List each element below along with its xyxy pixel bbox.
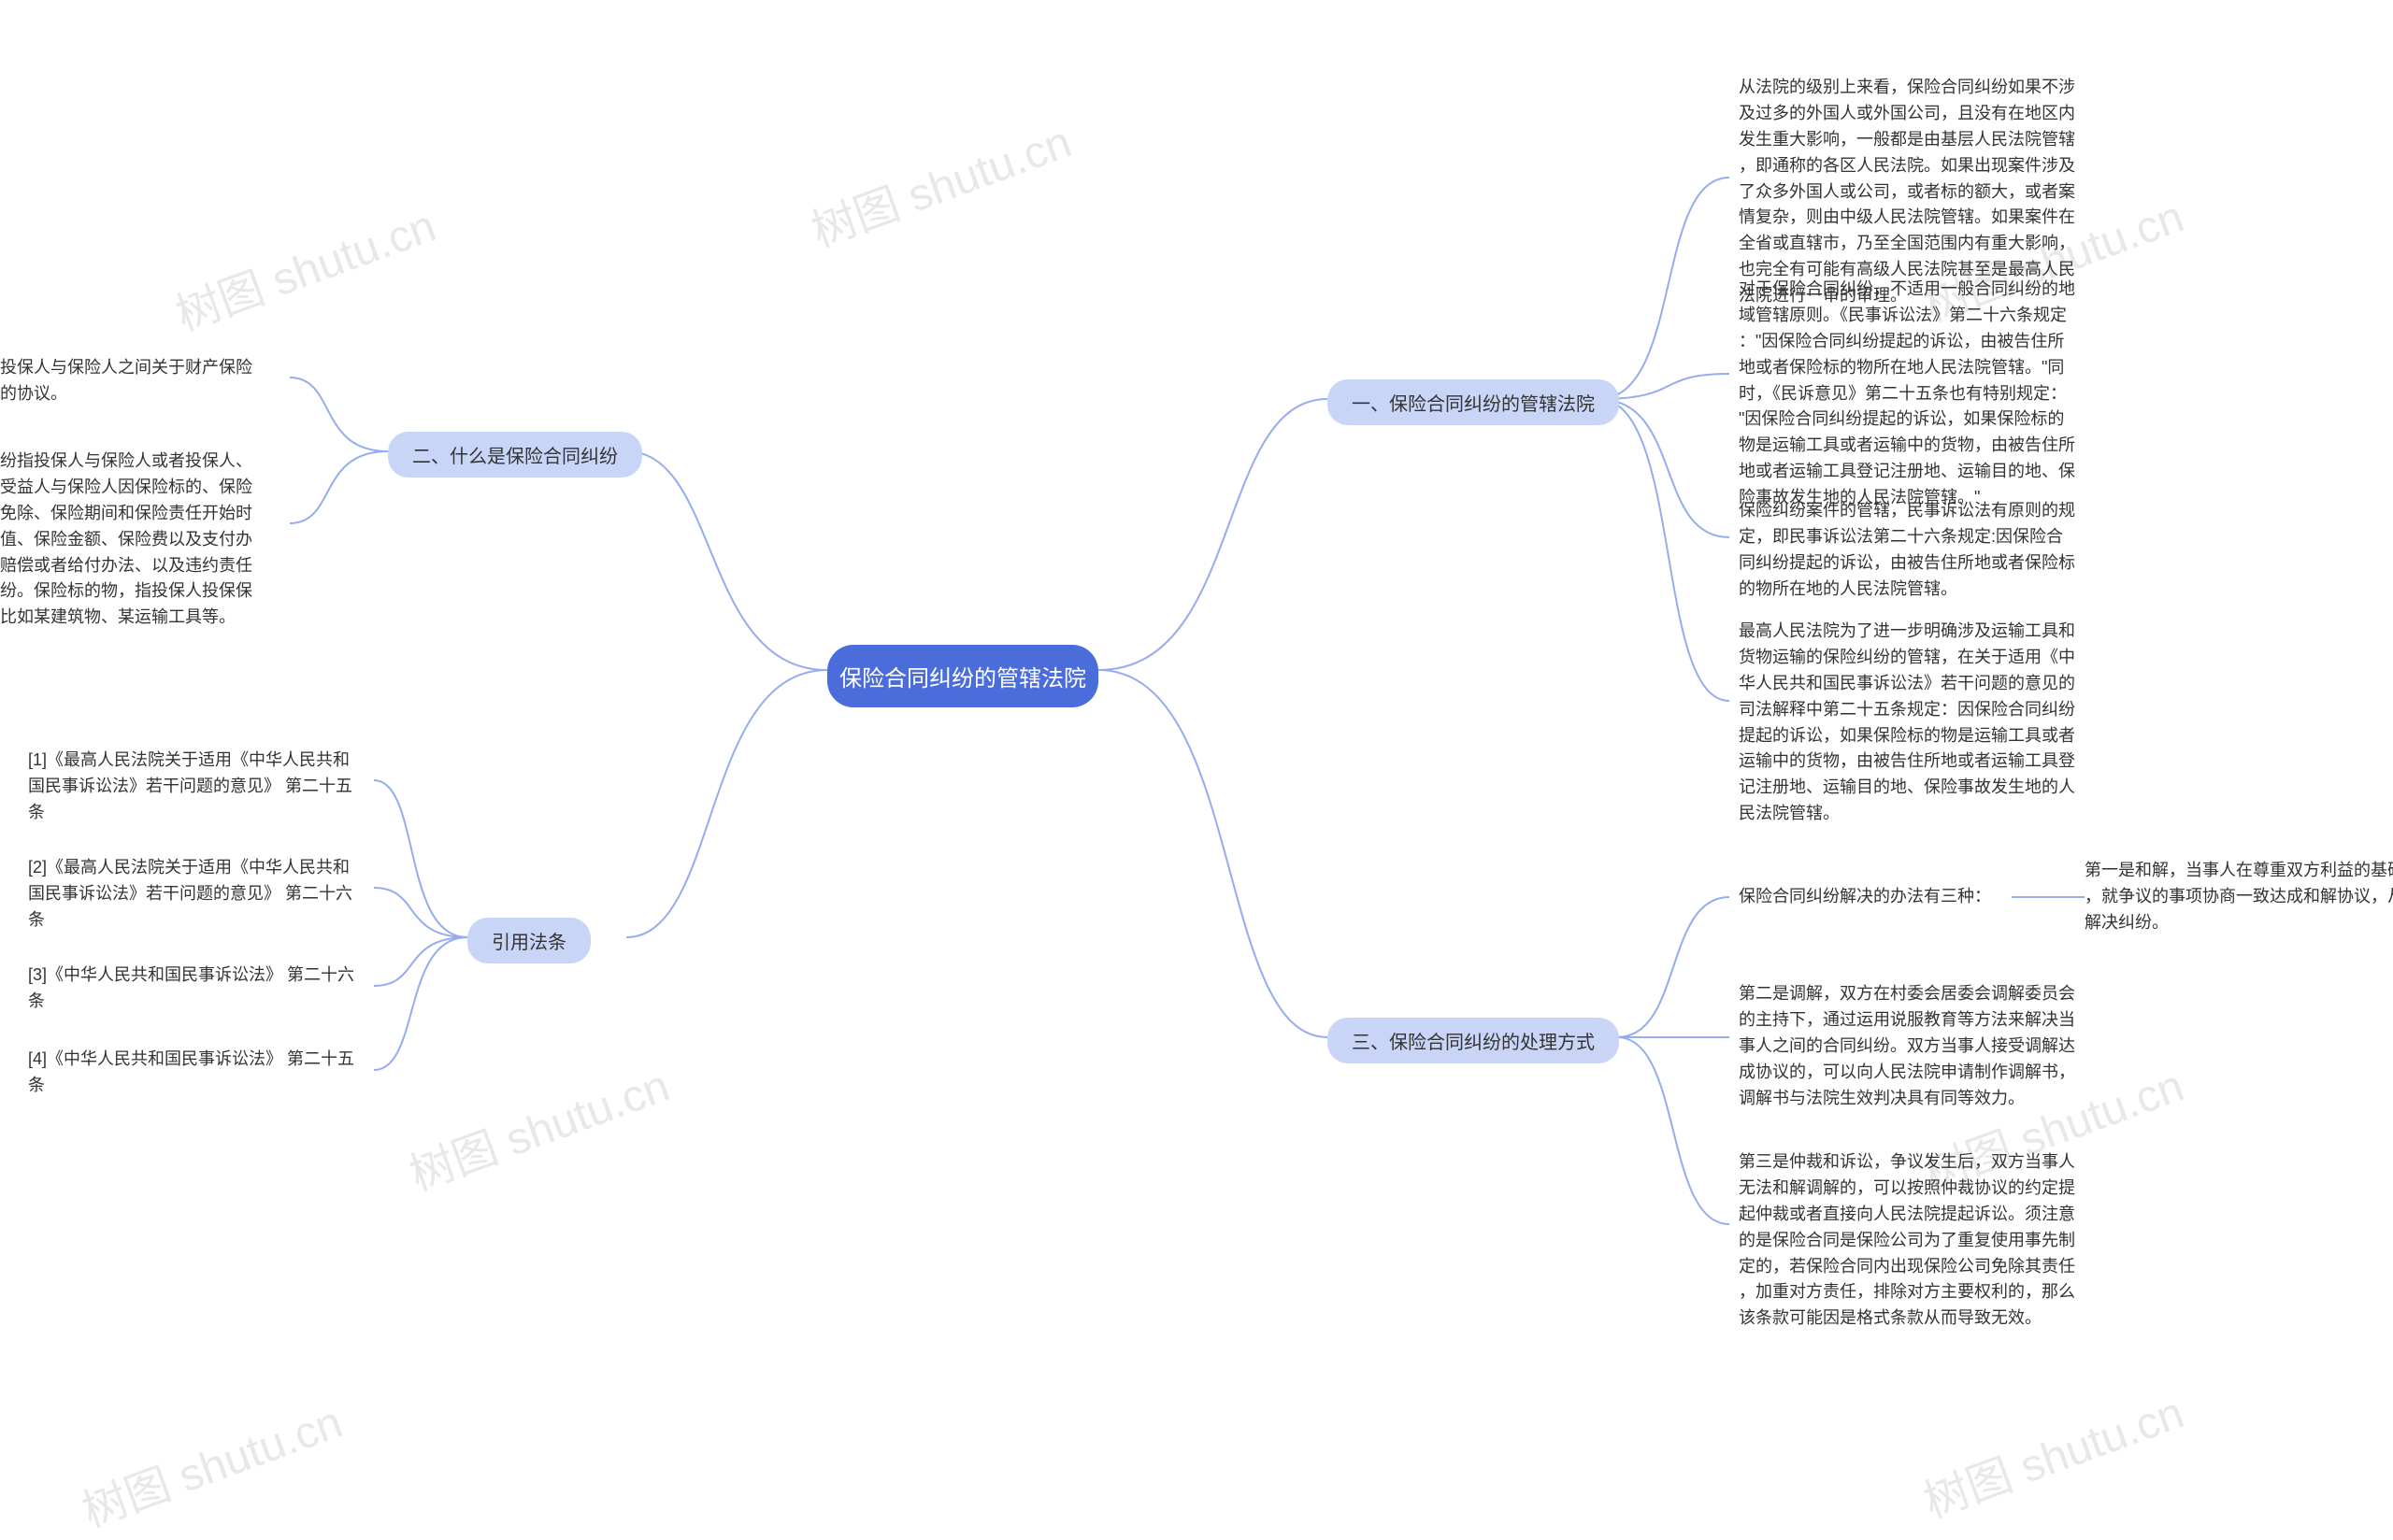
branch-resolution-methods: 三、保险合同纠纷的处理方式 [1327,1018,1619,1063]
leaf-territorial-rule: 对于保险合同纠纷，不适用一般合同纠纷的地 域管辖原则。《民事诉讼法》第二十六条规… [1739,277,2113,511]
leaf-three-methods: 保险合同纠纷解决的办法有三种： [1739,884,2019,910]
watermark: 树图 shutu.cn [801,105,1079,259]
branch-jurisdiction-court: 一、保险合同纠纷的管辖法院 [1327,379,1619,425]
branch-what-is-dispute: 二、什么是保险合同纠纷 [388,432,642,478]
leaf-supreme-clarification: 最高人民法院为了进一步明确涉及运输工具和 货物运输的保险纠纷的管辖，在关于适用《… [1739,619,2113,827]
leaf-court-level: 从法院的级别上来看，保险合同纠纷如果不涉 及过多的外国人或外国公司，且没有在地区… [1739,75,2113,309]
watermark: 树图 shutu.cn [399,1048,677,1203]
leaf-citation-1: [1]《最高人民法院关于适用《中华人民共和 国民事诉讼法》若干问题的意见》 第二… [28,748,374,826]
watermark: 树图 shutu.cn [165,189,443,343]
leaf-method-arbitration: 第三是仲裁和诉讼，争议发生后，双方当事人 无法和解调解的，可以按照仲裁协议的约定… [1739,1149,2113,1332]
branch-cited-articles: 引用法条 [467,918,591,963]
leaf-citation-2: [2]《最高人民法院关于适用《中华人民共和 国民事诉讼法》若干问题的意见》 第二… [28,855,374,934]
leaf-citation-3: [3]《中华人民共和国民事诉讼法》 第二十六 条 [28,962,374,1015]
leaf-contract-definition: 保险合同是投保人与保险人之间关于财产保险 和人身保险的协议。 [0,355,290,407]
leaf-case-jurisdiction: 保险纠纷案件的管辖，民事诉讼法有原则的规 定，即民事诉讼法第二十六条规定:因保险… [1739,498,2113,603]
watermark: 树图 shutu.cn [72,1385,350,1539]
watermark: 树图 shutu.cn [1913,1376,2191,1530]
leaf-dispute-definition: 保险合同纠纷指投保人与保险人或者投保人、 被保险人、受益人与保险人因保险标的、保… [0,449,290,631]
root-node: 保险合同纠纷的管辖法院 [827,645,1098,707]
leaf-citation-4: [4]《中华人民共和国民事诉讼法》 第二十五 条 [28,1047,374,1099]
leaf-method-settlement: 第一是和解，当事人在尊重双方利益的基础上 ，就争议的事项协商一致达成和解协议，从… [2085,858,2393,936]
leaf-method-mediation: 第二是调解，双方在村委会居委会调解委员会 的主持下，通过运用说服教育等方法来解决… [1739,981,2113,1111]
